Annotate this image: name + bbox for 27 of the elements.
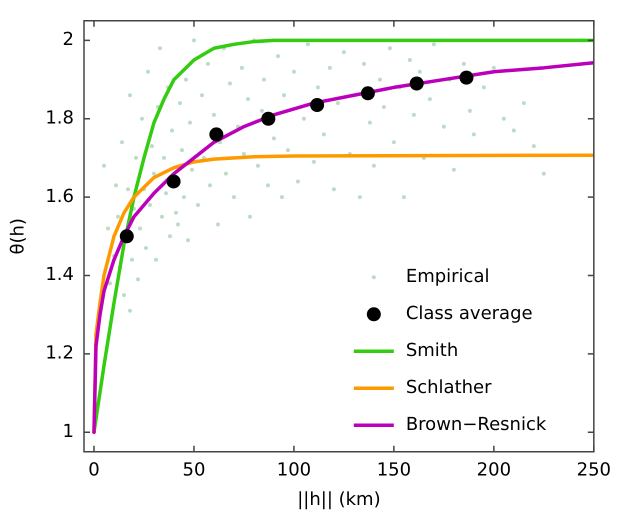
y-tick-label: 1.8 [45,107,74,128]
point [261,112,276,126]
point [166,174,181,188]
legend-label: Smith [406,340,458,361]
x-tick-label: 100 [276,459,312,480]
x-tick-label: 150 [376,459,412,480]
y-tick-label: 1 [62,420,74,442]
y-tick-label: 1.4 [45,264,74,286]
x-tick-label: 50 [182,459,206,480]
point [209,127,224,142]
x-tick-label: 200 [476,459,512,480]
x-tick-label: 0 [88,459,100,480]
legend-label: Schlather [406,376,492,398]
legend-label: Class average [406,302,533,324]
y-tick-label: 1.6 [45,186,74,207]
point [410,76,424,90]
point [459,70,474,85]
y-tick-label: 2 [62,29,74,50]
y-axis-title: θ(h) [7,218,28,255]
y-tick-label: 1.2 [45,342,74,364]
point [120,229,134,244]
point [360,86,375,100]
point [310,98,324,112]
legend-label: Empirical [406,266,490,287]
legend-label: Brown−Resnick [406,414,547,435]
x-tick-label: 250 [576,459,611,480]
x-axis-title: ||h|| (km) [297,488,381,510]
